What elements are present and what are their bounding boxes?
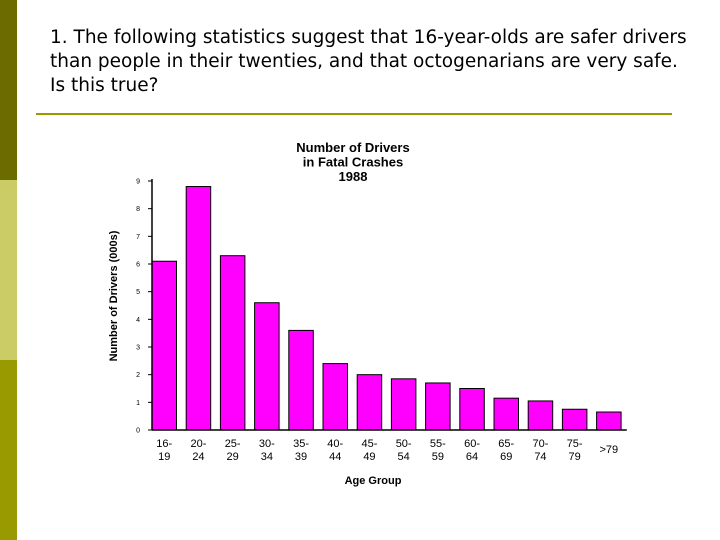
y-tick-label: 3 [136, 345, 140, 352]
bar [322, 363, 348, 431]
x-tick-label: 65-69 [498, 438, 514, 463]
y-tick-label: 1 [136, 400, 140, 407]
bar [185, 186, 212, 431]
x-axis-label: Age Group [345, 475, 402, 487]
bar [527, 400, 554, 431]
x-axis-ticks: 16-19 20-24 25-29 30-34 35-39 40-44 45-49 50-54… [156, 438, 618, 463]
x-tick-label: 60-64 [464, 438, 480, 463]
bar [356, 374, 383, 431]
x-tick-label: 50-54 [396, 438, 412, 463]
bar [219, 255, 246, 431]
bar [425, 382, 451, 431]
x-tick-label: 25-29 [225, 438, 241, 463]
y-tick-label: 0 [136, 428, 140, 435]
y-axis-ticks: 0 1 2 3 4 5 6 7 8 9 [136, 179, 152, 435]
bar [288, 329, 314, 431]
chart-title-line: 1988 [339, 169, 368, 184]
y-tick-label: 8 [136, 206, 140, 213]
title-divider [36, 113, 672, 115]
bar [390, 378, 417, 431]
bars [151, 186, 622, 431]
y-tick-label: 7 [136, 234, 140, 241]
x-tick-label: 20-24 [190, 438, 206, 463]
x-tick-label: >79 [600, 444, 619, 456]
bar [254, 302, 280, 431]
y-axis-label: Number of Drivers (000s) [108, 230, 120, 361]
bar [493, 397, 519, 431]
slide-accent-bar-bottom [0, 360, 17, 540]
bar [561, 408, 588, 431]
y-tick-label: 6 [136, 262, 140, 269]
x-tick-label: 70-74 [532, 438, 548, 463]
x-tick-label: 30-34 [259, 438, 275, 463]
x-tick-label: 35-39 [293, 438, 309, 463]
chart-title-line: Number of Drivers [296, 140, 409, 155]
bar [596, 411, 622, 431]
slide-accent-bar-middle [0, 180, 17, 360]
y-tick-label: 5 [136, 289, 140, 296]
x-tick-label: 75-79 [567, 438, 583, 463]
x-tick-label: 55-59 [430, 438, 446, 463]
y-tick-label: 4 [136, 317, 140, 324]
bar [151, 260, 177, 431]
slide-accent-bar-top [0, 0, 17, 180]
y-tick-label: 2 [136, 372, 140, 379]
bar [459, 388, 485, 431]
x-tick-label: 16-19 [156, 438, 172, 463]
x-tick-label: 45-49 [361, 438, 377, 463]
chart-title-line: in Fatal Crashes [303, 155, 403, 170]
x-tick-label: 40-44 [327, 438, 343, 463]
question-text: 1. The following statistics suggest that… [50, 27, 687, 96]
y-tick-label: 9 [136, 179, 140, 186]
